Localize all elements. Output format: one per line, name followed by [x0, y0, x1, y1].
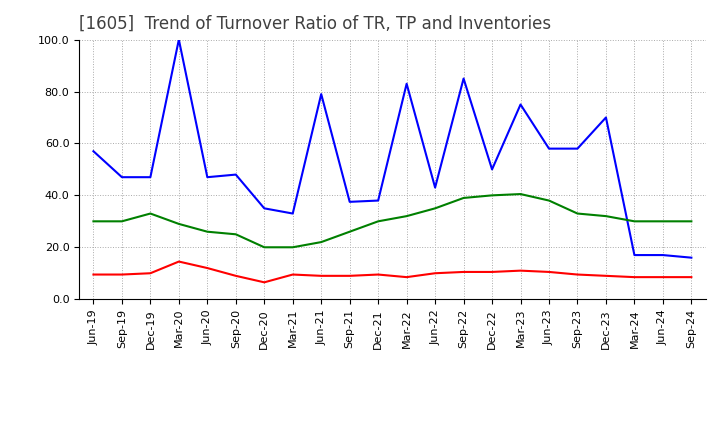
Trade Receivables: [146, 271, 155, 276]
Inventories: [89, 219, 98, 224]
Trade Payables: [516, 102, 525, 107]
Inventories: [289, 245, 297, 250]
Inventories: [146, 211, 155, 216]
Inventories: [487, 193, 496, 198]
Trade Payables: [146, 175, 155, 180]
Trade Receivables: [659, 275, 667, 280]
Trade Receivables: [431, 271, 439, 276]
Inventories: [203, 229, 212, 235]
Trade Receivables: [317, 273, 325, 279]
Trade Payables: [89, 149, 98, 154]
Trade Payables: [117, 175, 126, 180]
Trade Receivables: [89, 272, 98, 277]
Trade Payables: [659, 253, 667, 258]
Trade Payables: [203, 175, 212, 180]
Line: Trade Receivables: Trade Receivables: [94, 261, 691, 282]
Trade Receivables: [203, 265, 212, 271]
Trade Payables: [573, 146, 582, 151]
Trade Receivables: [117, 272, 126, 277]
Trade Receivables: [545, 269, 554, 275]
Inventories: [573, 211, 582, 216]
Trade Payables: [431, 185, 439, 190]
Trade Receivables: [602, 273, 611, 279]
Trade Receivables: [289, 272, 297, 277]
Trade Receivables: [346, 273, 354, 279]
Trade Payables: [317, 92, 325, 97]
Text: [1605]  Trend of Turnover Ratio of TR, TP and Inventories: [1605] Trend of Turnover Ratio of TR, TP…: [79, 15, 552, 33]
Trade Payables: [260, 205, 269, 211]
Trade Receivables: [402, 275, 411, 280]
Inventories: [232, 231, 240, 237]
Inventories: [260, 245, 269, 250]
Trade Receivables: [687, 275, 696, 280]
Trade Payables: [374, 198, 382, 203]
Trade Receivables: [232, 273, 240, 279]
Trade Payables: [687, 255, 696, 260]
Inventories: [687, 219, 696, 224]
Trade Payables: [459, 76, 468, 81]
Inventories: [431, 205, 439, 211]
Trade Receivables: [573, 272, 582, 277]
Trade Payables: [232, 172, 240, 177]
Trade Receivables: [516, 268, 525, 273]
Trade Receivables: [487, 269, 496, 275]
Inventories: [545, 198, 554, 203]
Line: Trade Payables: Trade Payables: [94, 40, 691, 258]
Trade Payables: [545, 146, 554, 151]
Inventories: [459, 195, 468, 201]
Trade Payables: [174, 37, 183, 42]
Inventories: [346, 229, 354, 235]
Trade Receivables: [630, 275, 639, 280]
Trade Payables: [487, 167, 496, 172]
Trade Payables: [346, 199, 354, 205]
Inventories: [317, 239, 325, 245]
Trade Receivables: [459, 269, 468, 275]
Inventories: [602, 213, 611, 219]
Line: Inventories: Inventories: [94, 194, 691, 247]
Inventories: [516, 191, 525, 197]
Inventories: [117, 219, 126, 224]
Inventories: [374, 219, 382, 224]
Trade Payables: [289, 211, 297, 216]
Trade Payables: [630, 253, 639, 258]
Trade Receivables: [260, 280, 269, 285]
Inventories: [174, 221, 183, 227]
Trade Receivables: [374, 272, 382, 277]
Trade Receivables: [174, 259, 183, 264]
Trade Payables: [402, 81, 411, 86]
Inventories: [630, 219, 639, 224]
Trade Payables: [602, 115, 611, 120]
Inventories: [659, 219, 667, 224]
Inventories: [402, 213, 411, 219]
